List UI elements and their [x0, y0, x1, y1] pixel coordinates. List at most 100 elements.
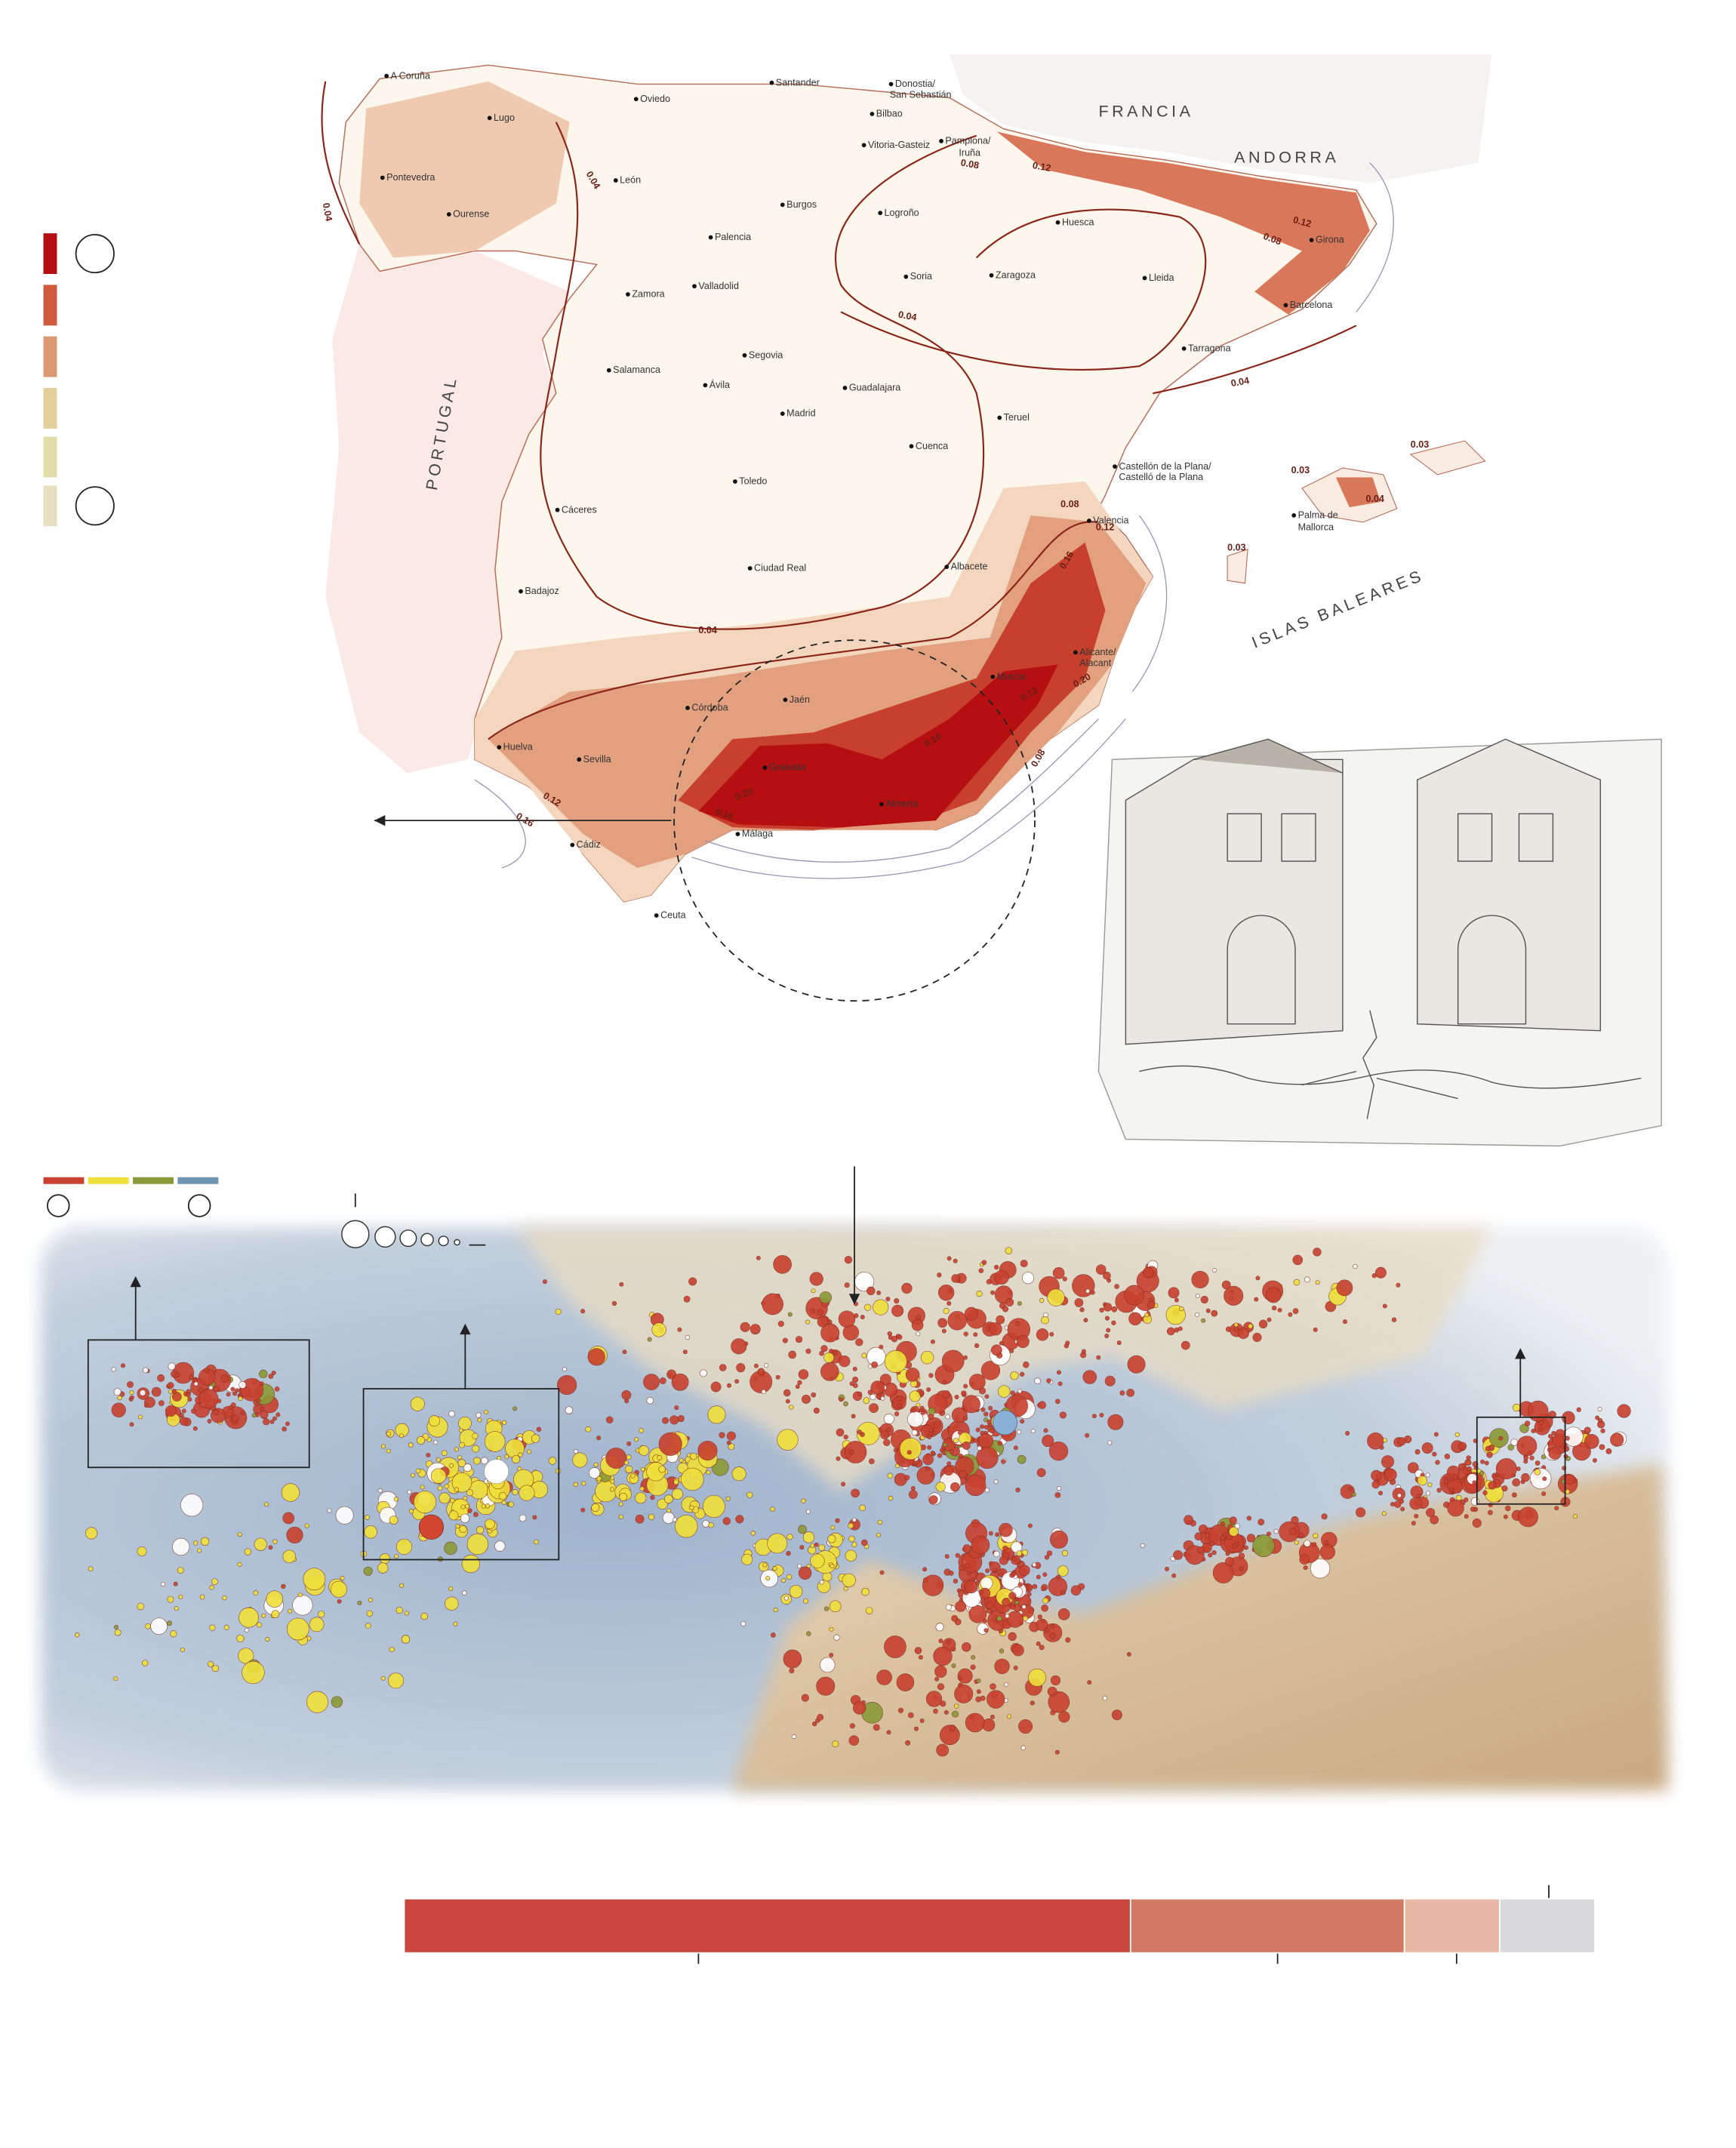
earthquake-dot — [1507, 1444, 1514, 1451]
earthquake-dot — [1484, 1460, 1489, 1466]
earthquake-dot — [987, 1690, 1005, 1709]
earthquake-dot — [420, 1612, 429, 1620]
earthquake-dot — [453, 1621, 458, 1626]
earthquake-dot — [787, 1312, 793, 1317]
earthquake-dot — [928, 1428, 934, 1433]
earthquake-dot — [935, 1623, 944, 1632]
earthquake-dot — [621, 1389, 632, 1400]
earthquake-dot — [411, 1473, 415, 1478]
earthquake-dot — [121, 1363, 125, 1368]
legend-swatch — [43, 285, 57, 326]
earthquake-dot — [238, 1648, 254, 1664]
earthquake-dot — [937, 1683, 945, 1691]
legend-swatch — [43, 233, 57, 275]
earthquake-dot — [1221, 1280, 1231, 1290]
earthquake-dot — [922, 1567, 928, 1572]
earthquake-dot — [199, 1594, 205, 1600]
earthquake-dot — [1304, 1276, 1310, 1283]
earthquake-dot — [1050, 1530, 1068, 1549]
earthquake-dot — [897, 1403, 902, 1408]
earthquake-dot — [1425, 1473, 1430, 1478]
earthquake-dot — [286, 1526, 303, 1543]
earthquake-dot — [1126, 1389, 1134, 1397]
earthquake-dot — [1552, 1434, 1565, 1447]
earthquake-dot — [999, 1572, 1004, 1577]
earthquake-dot — [933, 1709, 938, 1714]
earthquake-dot — [1381, 1455, 1395, 1469]
earthquake-dot — [983, 1411, 989, 1417]
earthquake-dot — [318, 1611, 325, 1618]
earthquake-dot — [484, 1431, 506, 1452]
earthquake-dot — [988, 1405, 993, 1411]
earthquake-dot — [1238, 1553, 1245, 1559]
earthquake-dot — [75, 1633, 80, 1638]
earthquake-dot — [1313, 1248, 1322, 1257]
city-label: Valladolid — [698, 281, 739, 291]
earthquake-dot — [1597, 1407, 1602, 1411]
earthquake-dot — [1294, 1540, 1299, 1545]
earthquake-dot — [168, 1362, 176, 1371]
earthquake-dot — [555, 1308, 562, 1316]
earthquake-dot — [1106, 1328, 1111, 1333]
contour-label: 0.16 — [514, 811, 535, 829]
earthquake-dot — [624, 1465, 633, 1473]
earthquake-dot — [476, 1412, 482, 1418]
earthquake-dot — [272, 1416, 278, 1421]
earthquake-dot — [880, 1430, 889, 1439]
earthquake-dot — [843, 1586, 848, 1591]
earthquake-dot — [757, 1368, 765, 1376]
earthquake-dot — [259, 1369, 268, 1379]
earthquake-dot — [740, 1620, 746, 1626]
earthquake-dot — [930, 1451, 935, 1456]
earthquake-dot — [817, 1309, 823, 1316]
earthquake-dot — [174, 1606, 179, 1611]
earthquake-dot — [1488, 1509, 1493, 1516]
earthquake-dot — [199, 1389, 219, 1409]
earthquake-dot — [1246, 1516, 1252, 1521]
city-dot — [870, 112, 875, 116]
city-label: Segovia — [749, 349, 783, 360]
earthquake-dot — [1013, 1665, 1018, 1670]
earthquake-dot — [749, 1324, 761, 1335]
earthquake-dot — [263, 1418, 270, 1426]
contour-label: 0.08 — [1060, 499, 1079, 509]
earthquake-dot — [534, 1539, 539, 1545]
earthquake-dot — [657, 1455, 663, 1460]
earthquake-dot — [789, 1668, 795, 1674]
earthquake-dot — [964, 1306, 978, 1321]
earthquake-dot — [894, 1298, 900, 1304]
earthquake-dot — [1565, 1489, 1571, 1494]
earthquake-dot — [282, 1426, 287, 1432]
earthquake-dot — [978, 1433, 994, 1449]
earthquake-dot — [167, 1382, 174, 1389]
earthquake-dot — [973, 1332, 978, 1337]
earthquake-dot — [829, 1600, 842, 1613]
earthquake-dot — [814, 1542, 819, 1547]
city-dot — [1181, 346, 1187, 351]
size-circle — [399, 1229, 417, 1248]
city-dot — [613, 178, 618, 183]
earthquake-dot — [1288, 1312, 1293, 1317]
earthquake-dot — [981, 1260, 987, 1266]
earthquake-dot — [191, 1408, 196, 1414]
city-label: Pontevedra — [386, 172, 435, 183]
city-dot — [626, 292, 630, 297]
arrow-head — [374, 814, 386, 826]
earthquake-dot — [935, 1482, 946, 1492]
contours — [321, 81, 1357, 740]
earthquake-dot — [1011, 1556, 1017, 1562]
earthquake-dot — [1348, 1486, 1353, 1491]
earthquake-dot — [829, 1652, 834, 1657]
earthquake-dot — [982, 1618, 987, 1623]
earthquake-dot — [978, 1268, 984, 1273]
earthquake-dot — [228, 1405, 233, 1410]
earthquake-dot — [770, 1506, 775, 1512]
earthquake-dot — [943, 1709, 949, 1715]
earthquake-dot — [304, 1523, 309, 1528]
earthquake-dot — [993, 1568, 998, 1573]
earthquake-dot — [1480, 1459, 1485, 1464]
earthquake-dot — [868, 1458, 875, 1465]
earthquake-dot — [389, 1647, 395, 1653]
contour — [321, 81, 361, 245]
earthquake-dot — [965, 1475, 987, 1497]
